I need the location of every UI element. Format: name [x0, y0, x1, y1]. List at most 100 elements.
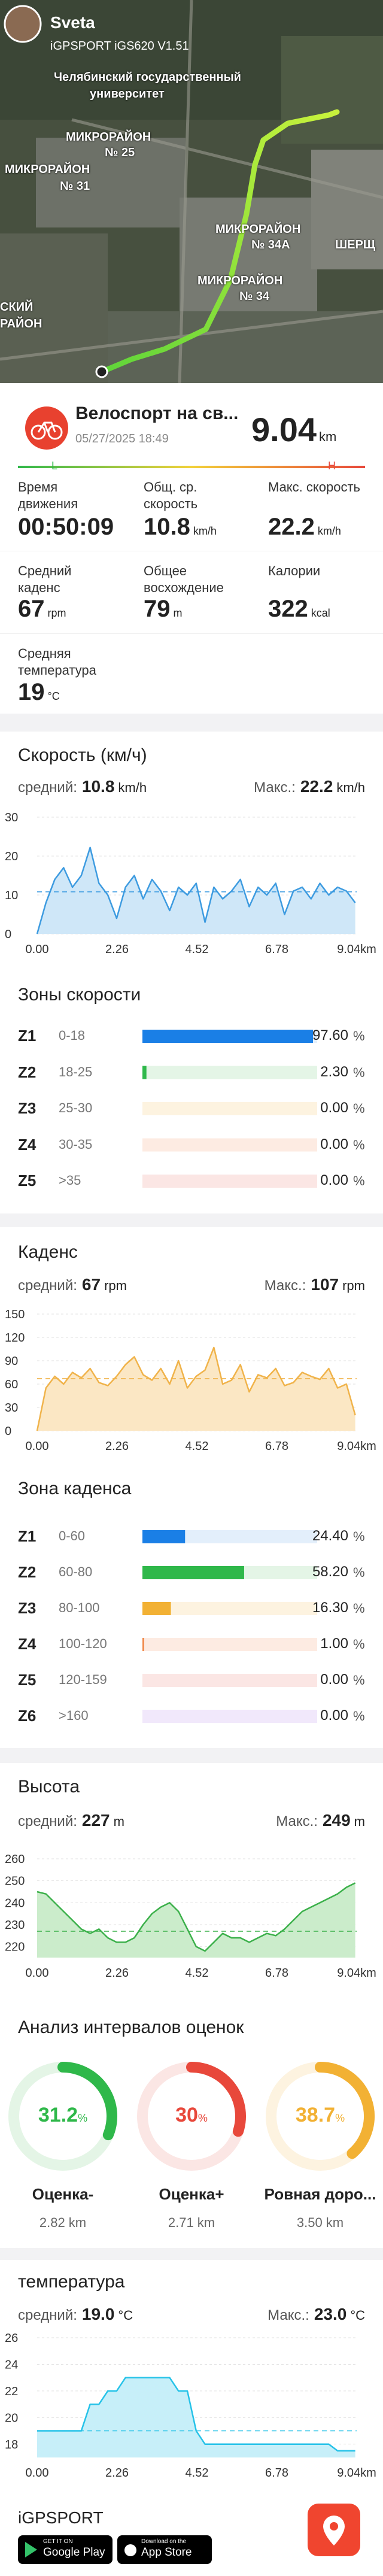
y-tick-label: 0	[5, 1425, 11, 1438]
y-tick-label: 30	[5, 811, 18, 824]
zone-range: 30-35	[59, 1136, 93, 1152]
zone-percent-unit: %	[353, 1637, 365, 1652]
divider	[0, 633, 383, 634]
x-tick-label: 6.78	[265, 2466, 288, 2480]
zone-percent: 16.30	[312, 1600, 348, 1616]
zone-track	[142, 1530, 317, 1543]
y-tick-label: 150	[5, 1308, 25, 1321]
distance-unit: km	[319, 429, 337, 444]
donut-unit: %	[335, 2112, 345, 2124]
apple-logo	[124, 2544, 136, 2556]
y-tick-label: 26	[5, 2332, 18, 2345]
x-tick-label: 4.52	[186, 1440, 209, 1453]
avatar[interactable]	[4, 5, 42, 43]
max-row: Макс.: 23.0 °C	[268, 2305, 365, 2324]
max-label: Макс.:	[254, 779, 296, 796]
cadence-chart: 0 30 60 90 120 150 0.00 2.26 4.52 6.78 9.04km	[5, 1308, 376, 1453]
stat-value-number: 22.2	[268, 514, 315, 540]
average-value: 10.8	[81, 777, 115, 796]
average-label: средний:	[18, 2307, 77, 2323]
start-marker	[95, 365, 108, 378]
zone-name: Z5	[18, 1671, 37, 1689]
max-label: Макс.:	[268, 2307, 309, 2323]
user-name: Sveta	[50, 13, 95, 32]
zone-bar	[142, 1030, 313, 1043]
y-tick-label: 260	[5, 1853, 25, 1866]
zone-track	[142, 1138, 317, 1152]
brand: iGPSPORT	[18, 2508, 104, 2527]
interval-donuts	[8, 2062, 375, 2171]
average-label: средний:	[18, 1813, 77, 1829]
average-value: 67	[81, 1275, 101, 1294]
zone-range: 120-159	[59, 1672, 107, 1687]
interval-name: Ровная доро...	[264, 2185, 376, 2203]
map-block	[36, 138, 186, 227]
google-play-button[interactable]	[18, 2535, 113, 2564]
section-title: Зоны скорости	[18, 985, 141, 1005]
app-store-button[interactable]	[117, 2535, 212, 2564]
sport-icon-wheel	[31, 424, 46, 440]
map-label: Челябинский государственный	[54, 71, 241, 84]
zone-track	[142, 1710, 317, 1723]
map-label: № 34	[239, 290, 270, 303]
donut-label: 30%	[144, 2104, 239, 2127]
map-block	[281, 36, 383, 144]
stat-label: Средняя температура	[18, 646, 96, 678]
stat-unit: rpm	[47, 607, 66, 619]
zone-range: 25-30	[59, 1100, 93, 1115]
zone-percent-unit: %	[353, 1137, 365, 1152]
x-tick-label: 0.00	[26, 2466, 49, 2480]
map-label: МИКРОРАЙОН	[215, 223, 301, 236]
zone-track	[142, 1175, 317, 1188]
store-name: Google Play	[43, 2546, 105, 2559]
average-unit: °C	[118, 2308, 133, 2323]
average-unit: rpm	[104, 1278, 127, 1293]
donut-value: 38.7	[295, 2104, 336, 2126]
app-icon-pin-dot	[330, 2522, 338, 2531]
map-label: РАЙОН	[0, 317, 42, 330]
footer-graphics	[18, 2504, 360, 2564]
x-tick-label: 2.26	[105, 1440, 129, 1453]
stat-value-number: 10.8	[144, 514, 190, 540]
x-tick-label: 0.00	[26, 1967, 49, 1980]
zone-percent: 2.30	[320, 1063, 348, 1080]
x-tick-label: 6.78	[265, 1440, 288, 1453]
intervals-card	[0, 2002, 383, 2248]
max-unit: m	[354, 1814, 365, 1829]
zone-range: 0-60	[59, 1528, 86, 1543]
intensity-bar	[18, 466, 365, 468]
x-tick-label: 9.04km	[337, 2466, 376, 2480]
zone-track	[142, 1102, 317, 1115]
x-tick-label: 6.78	[265, 943, 288, 956]
average-value: 19.0	[81, 2305, 115, 2323]
donut-arc	[186, 2062, 246, 2137]
zone-percent-unit: %	[353, 1173, 365, 1188]
max-value: 22.2	[300, 777, 333, 796]
stat-unit: km/h	[193, 525, 217, 537]
map-block	[311, 150, 383, 269]
temperature-chart: 18 20 22 24 26 0.00 2.26 4.52 6.78 9.04km	[5, 2332, 376, 2480]
area-fill	[37, 1347, 355, 1431]
zone-track	[142, 1602, 317, 1615]
zone-name: Z2	[18, 1063, 37, 1081]
average-unit: m	[113, 1814, 124, 1829]
zone-percent: 24.40	[312, 1528, 348, 1544]
zone-bar	[142, 1638, 144, 1651]
y-tick-label: 22	[5, 2385, 18, 2398]
stat-value-number: 00:50:09	[18, 514, 114, 540]
zone-name: Z5	[18, 1172, 37, 1190]
donut-arc	[315, 2062, 375, 2159]
speed-chart: 0 10 20 30 0.00 2.26 4.52 6.78 9.04km	[5, 811, 376, 956]
stat-value-number: 19	[18, 679, 45, 705]
stat-value: 322 kcal	[268, 596, 330, 623]
y-tick-label: 10	[5, 889, 18, 902]
stat-label: Средний каденс	[18, 563, 72, 595]
x-tick-label: 2.26	[105, 1967, 129, 1980]
donut-label: 38.7%	[272, 2104, 368, 2127]
zone-range: >160	[59, 1708, 89, 1723]
zone-bar	[142, 1066, 147, 1079]
zone-track	[142, 1066, 317, 1079]
altitude-card	[0, 1763, 383, 2002]
y-tick-label: 24	[5, 2358, 18, 2371]
